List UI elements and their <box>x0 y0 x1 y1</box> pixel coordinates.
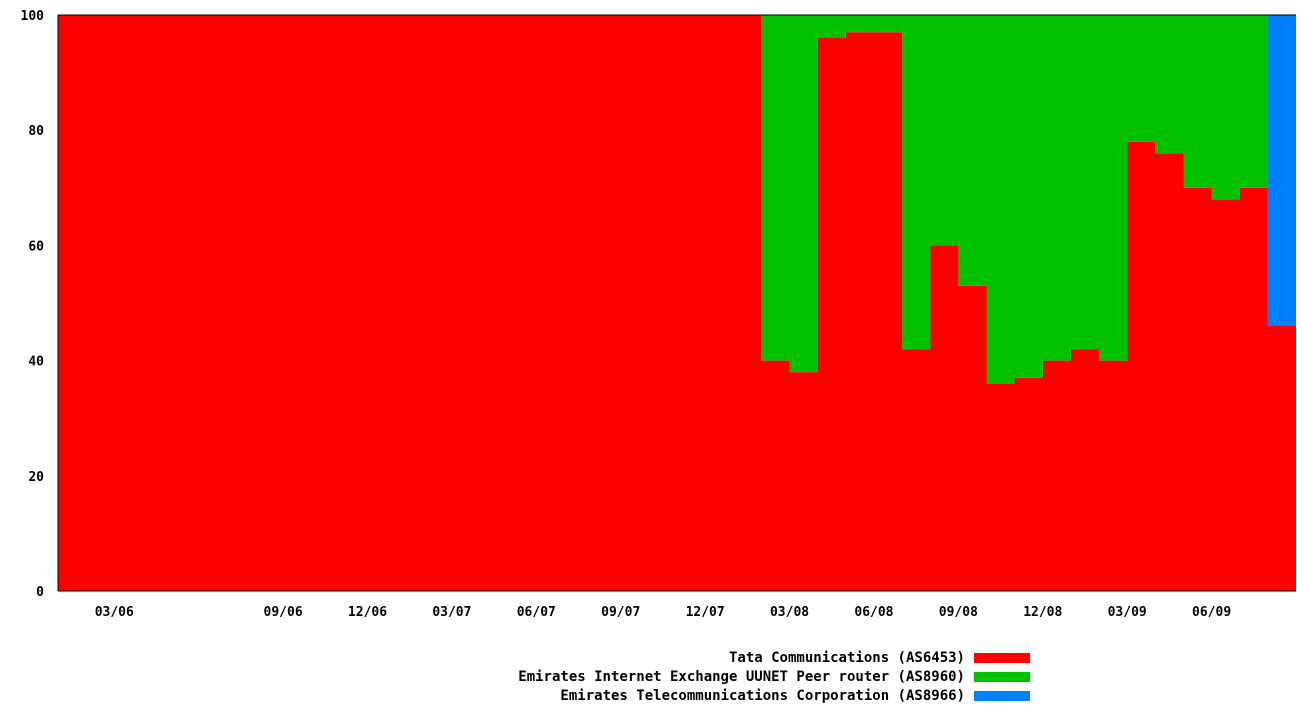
y-tick-label: 60 <box>28 239 44 254</box>
axes <box>57 14 1296 592</box>
x-tick-label: 12/07 <box>686 605 725 620</box>
x-tick-label: 06/09 <box>1192 605 1231 620</box>
stacked-area-chart: 0 20 40 60 80 100 03/06 09/06 12/06 03/07 06/07 09… <box>21 9 1296 620</box>
y-tick-label: 0 <box>36 585 44 600</box>
x-tick-labels: 03/06 09/06 12/06 03/07 06/07 09/07 12/07 03/08… <box>95 605 1231 620</box>
legend-label: Tata Communications (AS6453) <box>728 649 965 666</box>
legend-swatch <box>974 690 1030 701</box>
x-tick-label: 12/08 <box>1023 605 1062 620</box>
x-tick-label: 12/06 <box>348 605 387 620</box>
x-tick-label: 03/07 <box>432 605 471 620</box>
legend-label: Emirates Internet Exchange UUNET Peer ro… <box>518 668 965 685</box>
y-tick-label: 40 <box>28 355 44 370</box>
y-tick-label: 80 <box>28 124 44 139</box>
legend-swatch <box>974 652 1030 663</box>
series-area-0 <box>58 15 1296 591</box>
x-tick-label: 03/08 <box>770 605 809 620</box>
legend-item-emirates-ix: Emirates Internet Exchange UUNET Peer ro… <box>0 667 1030 686</box>
x-tick-label: 09/08 <box>939 605 978 620</box>
legend: Tata Communications (AS6453) Emirates In… <box>0 648 1030 705</box>
legend-item-etisalat: Emirates Telecommunications Corporation … <box>0 686 1030 705</box>
series-area-1 <box>58 15 1296 384</box>
x-tick-label: 03/06 <box>95 605 134 620</box>
legend-label: Emirates Telecommunications Corporation … <box>560 687 965 704</box>
legend-swatch <box>974 671 1030 682</box>
x-tick-label: 09/06 <box>264 605 303 620</box>
y-tick-label: 100 <box>21 9 45 24</box>
x-tick-label: 09/07 <box>601 605 640 620</box>
legend-item-tata: Tata Communications (AS6453) <box>0 648 1030 667</box>
series-areas <box>58 15 1296 591</box>
y-tick-labels: 0 20 40 60 80 100 <box>21 9 45 600</box>
y-tick-label: 20 <box>28 470 44 485</box>
x-tick-label: 03/09 <box>1108 605 1147 620</box>
x-tick-label: 06/08 <box>854 605 893 620</box>
x-tick-label: 06/07 <box>517 605 556 620</box>
